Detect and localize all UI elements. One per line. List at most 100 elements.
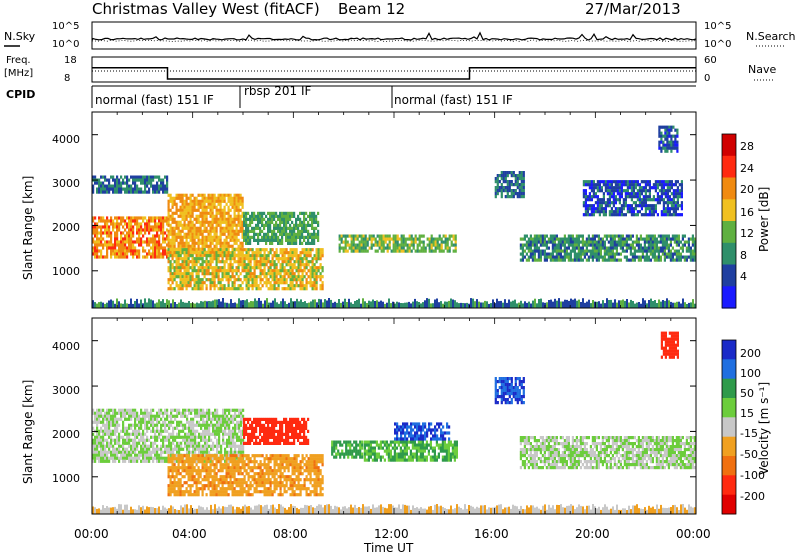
colorbar-swatch [722,221,736,244]
colorbar-swatch [722,242,736,266]
colorbar-swatch [722,456,736,476]
colorbar-swatch [722,199,736,222]
power-cb-tick-8: 8 [740,249,747,262]
velocity-colorbar [721,339,737,515]
colorbar-swatch [722,378,736,399]
colorbar-swatch [722,417,736,438]
figure-title: Christmas Valley West (fitACF) [92,0,320,18]
power-cb-tick-28: 28 [740,140,754,153]
near-range-scatter [92,298,696,308]
velocity-colorbar-label: Velocity [m s⁻¹] [757,382,771,475]
vel-cb-tick-m100: -100 [740,469,765,482]
nave-tick-bottom: 0 [704,73,710,84]
nsearch-trace [91,39,697,42]
region-3 [167,193,244,257]
freq-tick-bottom: 8 [64,73,70,84]
colorbar-swatch [722,177,736,200]
freq-unit-label: [MHz] [4,68,33,79]
power-cb-tick-20: 20 [740,183,754,196]
region-7 [494,171,525,199]
power-colorbar-label: Power [dB] [757,187,771,252]
near-range-scatter [92,504,696,514]
freq-tick-top: 18 [64,55,77,66]
power-colorbar [721,133,737,309]
nsky-trace [91,31,697,41]
region-7 [494,377,525,405]
colorbar-swatch [722,134,736,157]
power-ytick-2000: 2000 [52,221,80,234]
region-4 [167,248,324,291]
xtick-2400: 00:00 [676,527,711,541]
colorbar-swatch [722,475,736,496]
colorbar-swatch [722,286,736,309]
region-8 [519,436,696,470]
cpid-segment-2: rbsp 201 IF [244,84,311,98]
nsky-tick-top: 10^5 [52,21,79,32]
cpid-label: CPID [6,88,35,101]
cpid-segment-3: normal (fast) 151 IF [394,93,513,107]
velocity-ytick-1000: 1000 [52,472,80,485]
region-2 [92,175,169,194]
region-4 [331,440,364,459]
colorbar-swatch [722,264,736,287]
power-ytick-1000: 1000 [52,265,80,278]
xtick-0400: 04:00 [172,527,207,541]
velocity-ytick-3000: 3000 [52,384,80,397]
xtick-0000: 00:00 [74,527,109,541]
nsearch-tick-top: 10^5 [704,21,731,32]
colorbar-swatch [722,436,736,457]
power-cb-tick-4: 4 [740,270,747,283]
power-scatter [92,125,696,308]
vel-cb-tick-200: 200 [740,347,761,360]
region-9 [582,180,683,217]
colorbar-swatch [722,155,736,179]
power-ytick-4000: 4000 [52,133,80,146]
nave-tick-top: 60 [704,55,717,66]
vel-cb-tick-50: 50 [740,387,754,400]
velocity-ytick-4000: 4000 [52,340,80,353]
nsearch-tick-bottom: 10^0 [704,39,731,50]
velocity-scatter [92,331,696,514]
region-3 [243,417,310,445]
noise-panel-frame [91,21,697,50]
colorbar-swatch [722,494,736,515]
power-cb-tick-24: 24 [740,162,754,175]
freq-label: Freq. [6,55,31,66]
power-ylabel: Slant Range [km] [21,176,35,280]
region-9 [660,331,679,359]
vel-cb-tick-15: 15 [740,407,754,420]
xtick-1200: 12:00 [374,527,409,541]
xtick-0800: 08:00 [273,527,308,541]
nsky-label: N.Sky [4,30,36,43]
region-6 [394,422,451,441]
region-2 [167,454,324,497]
velocity-ylabel: Slant Range [km] [21,380,35,484]
region-8 [519,234,696,262]
vel-cb-tick-m200: -200 [740,490,765,503]
noise-traces [91,31,697,42]
vel-cb-tick-m15: -15 [740,427,758,440]
vel-cb-tick-m50: -50 [740,448,758,461]
colorbar-swatch [722,340,736,360]
date-label: 27/Mar/2013 [585,0,681,18]
region-10 [658,125,679,153]
colorbar-swatch [722,359,736,380]
xtick-2000: 20:00 [575,527,610,541]
vel-cb-tick-100: 100 [740,367,761,380]
x-axis-label: Time UT [363,541,414,554]
nave-label: Nave [748,63,776,76]
colorbar-swatch [722,398,736,418]
power-ytick-3000: 3000 [52,177,80,190]
nsky-tick-bottom: 10^0 [52,39,79,50]
region-6 [338,234,457,253]
power-cb-tick-16: 16 [740,206,754,219]
region-5 [363,440,458,462]
xtick-1600: 16:00 [474,527,509,541]
region-1 [92,216,169,259]
cpid-bar: normal (fast) 151 IF rbsp 201 IF normal … [91,84,696,108]
cpid-segment-1: normal (fast) 151 IF [95,93,214,107]
velocity-ytick-2000: 2000 [52,428,80,441]
freq-panel-frame [91,56,697,83]
axis-ticks [91,112,697,514]
